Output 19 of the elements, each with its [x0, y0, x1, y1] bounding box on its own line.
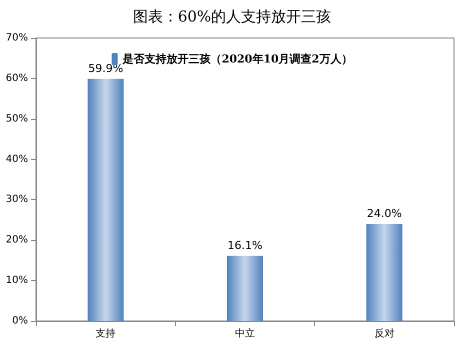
y-tick-label: 60% [6, 72, 28, 84]
bar [88, 78, 124, 321]
y-tick-label: 10% [6, 275, 28, 286]
legend-label: 是否支持放开三孩（2020年10月调查2万人） [122, 52, 352, 66]
x-tick-label: 支持 [96, 328, 116, 340]
y-tick-label: 70% [6, 32, 28, 44]
y-tick-label: 30% [6, 194, 28, 206]
data-label: 16.1% [228, 238, 262, 252]
data-label: 59.9% [88, 62, 124, 75]
x-tick-label: 反对 [374, 328, 394, 340]
y-tick-label: 40% [6, 154, 28, 165]
data-label: 24.0% [366, 206, 402, 220]
y-tick-label: 50% [6, 113, 28, 124]
chart-title: 图表：60%的人支持放开三孩 [132, 8, 332, 26]
bar [366, 224, 402, 321]
y-tick-label: 0% [12, 316, 28, 326]
y-tick-label: 20% [6, 234, 28, 246]
bar [227, 256, 263, 321]
x-tick-label: 中立 [235, 328, 255, 340]
